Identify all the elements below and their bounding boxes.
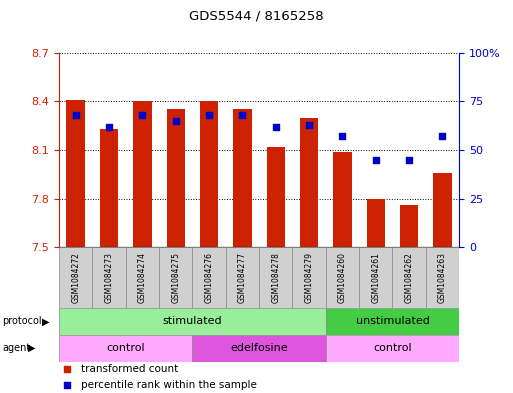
Bar	[300, 118, 318, 247]
Text: ▶: ▶	[42, 316, 50, 327]
Text: unstimulated: unstimulated	[356, 316, 429, 327]
Text: transformed count: transformed count	[81, 364, 178, 374]
Text: GSM1084279: GSM1084279	[305, 252, 313, 303]
Bar	[100, 129, 118, 247]
Bar	[233, 109, 251, 247]
Bar	[59, 308, 326, 335]
Text: GSM1084278: GSM1084278	[271, 252, 280, 303]
Bar	[59, 335, 192, 362]
Point	[238, 112, 246, 118]
Bar	[367, 198, 385, 247]
Point	[63, 366, 71, 372]
Point	[438, 133, 446, 140]
Point	[171, 118, 180, 124]
Bar	[67, 100, 85, 247]
Text: GSM1084275: GSM1084275	[171, 252, 180, 303]
Bar	[326, 335, 459, 362]
Bar	[267, 147, 285, 247]
Bar	[133, 101, 151, 247]
Text: percentile rank within the sample: percentile rank within the sample	[81, 380, 257, 389]
Bar	[200, 101, 218, 247]
Bar	[359, 247, 392, 308]
Bar	[392, 247, 426, 308]
Text: edelfosine: edelfosine	[230, 343, 288, 353]
Point	[305, 121, 313, 128]
Text: protocol: protocol	[3, 316, 42, 327]
Text: control: control	[373, 343, 412, 353]
Text: GSM1084273: GSM1084273	[105, 252, 113, 303]
Bar	[226, 247, 259, 308]
Point	[138, 112, 146, 118]
Bar	[126, 247, 159, 308]
Text: control: control	[106, 343, 145, 353]
Point	[71, 112, 80, 118]
Point	[405, 156, 413, 163]
Bar	[259, 247, 292, 308]
Bar	[433, 173, 451, 247]
Bar	[333, 152, 351, 247]
Bar	[192, 335, 326, 362]
Text: GSM1084277: GSM1084277	[238, 252, 247, 303]
Point	[271, 123, 280, 130]
Point	[338, 133, 346, 140]
Text: ▶: ▶	[28, 343, 36, 353]
Bar	[426, 247, 459, 308]
Text: GSM1084263: GSM1084263	[438, 252, 447, 303]
Text: GSM1084272: GSM1084272	[71, 252, 80, 303]
Bar	[159, 247, 192, 308]
Point	[371, 156, 380, 163]
Bar	[92, 247, 126, 308]
Bar	[59, 247, 92, 308]
Point	[105, 123, 113, 130]
Text: GSM1084274: GSM1084274	[138, 252, 147, 303]
Text: GSM1084261: GSM1084261	[371, 252, 380, 303]
Text: agent: agent	[3, 343, 31, 353]
Point	[63, 381, 71, 387]
Bar	[326, 247, 359, 308]
Bar	[292, 247, 326, 308]
Text: GDS5544 / 8165258: GDS5544 / 8165258	[189, 10, 324, 23]
Bar	[192, 247, 226, 308]
Text: GSM1084262: GSM1084262	[405, 252, 413, 303]
Bar	[326, 308, 459, 335]
Text: stimulated: stimulated	[163, 316, 222, 327]
Point	[205, 112, 213, 118]
Bar	[167, 109, 185, 247]
Bar	[400, 205, 418, 247]
Text: GSM1084276: GSM1084276	[205, 252, 213, 303]
Text: GSM1084260: GSM1084260	[338, 252, 347, 303]
